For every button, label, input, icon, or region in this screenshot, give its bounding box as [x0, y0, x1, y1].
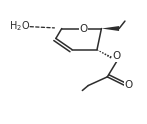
Text: O: O [113, 51, 121, 61]
Text: O: O [80, 24, 88, 33]
Text: H$_2$O: H$_2$O [9, 19, 30, 33]
Polygon shape [101, 26, 119, 31]
Text: O: O [125, 80, 133, 90]
